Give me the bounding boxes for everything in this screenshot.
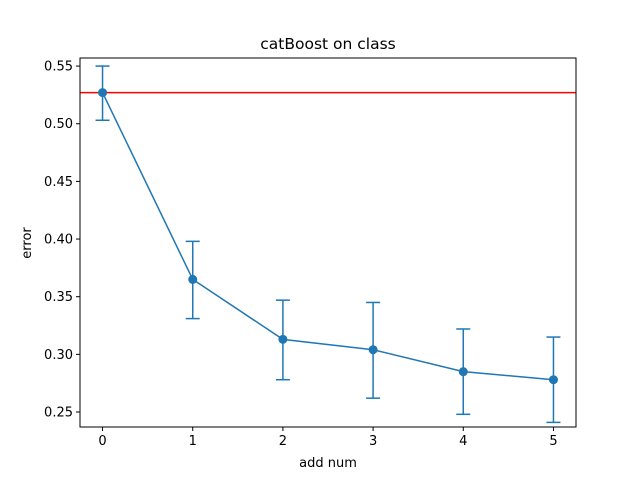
y-tick-label: 0.50 <box>44 117 73 132</box>
y-axis-label: error <box>20 227 35 259</box>
data-point <box>458 367 468 377</box>
y-tick-label: 0.40 <box>44 233 73 248</box>
y-axis: 0.25 0.30 0.35 0.40 0.45 0.50 0.55 <box>44 60 80 421</box>
chart-title: catBoost on class <box>260 35 396 53</box>
y-tick-label: 0.35 <box>44 290 73 305</box>
y-tick-label: 0.55 <box>44 60 73 75</box>
data-point <box>548 375 558 385</box>
series-line <box>101 92 554 381</box>
axes-frame <box>79 57 577 428</box>
x-tick-label: 0 <box>98 434 106 449</box>
y-tick-label: 0.25 <box>44 406 73 421</box>
x-tick-label: 3 <box>369 434 377 449</box>
y-tick-label: 0.45 <box>44 175 73 190</box>
x-tick-label: 5 <box>549 434 557 449</box>
plot-area <box>80 65 576 424</box>
data-point <box>278 334 288 344</box>
x-tick-label: 1 <box>189 434 197 449</box>
x-tick-label: 2 <box>279 434 287 449</box>
x-axis: 0 1 2 3 4 5 <box>98 427 558 449</box>
data-point <box>98 88 108 98</box>
data-point <box>368 345 378 355</box>
data-point <box>188 274 198 284</box>
y-tick-label: 0.30 <box>44 348 73 363</box>
x-axis-label: add num <box>299 456 357 471</box>
x-tick-label: 4 <box>459 434 467 449</box>
